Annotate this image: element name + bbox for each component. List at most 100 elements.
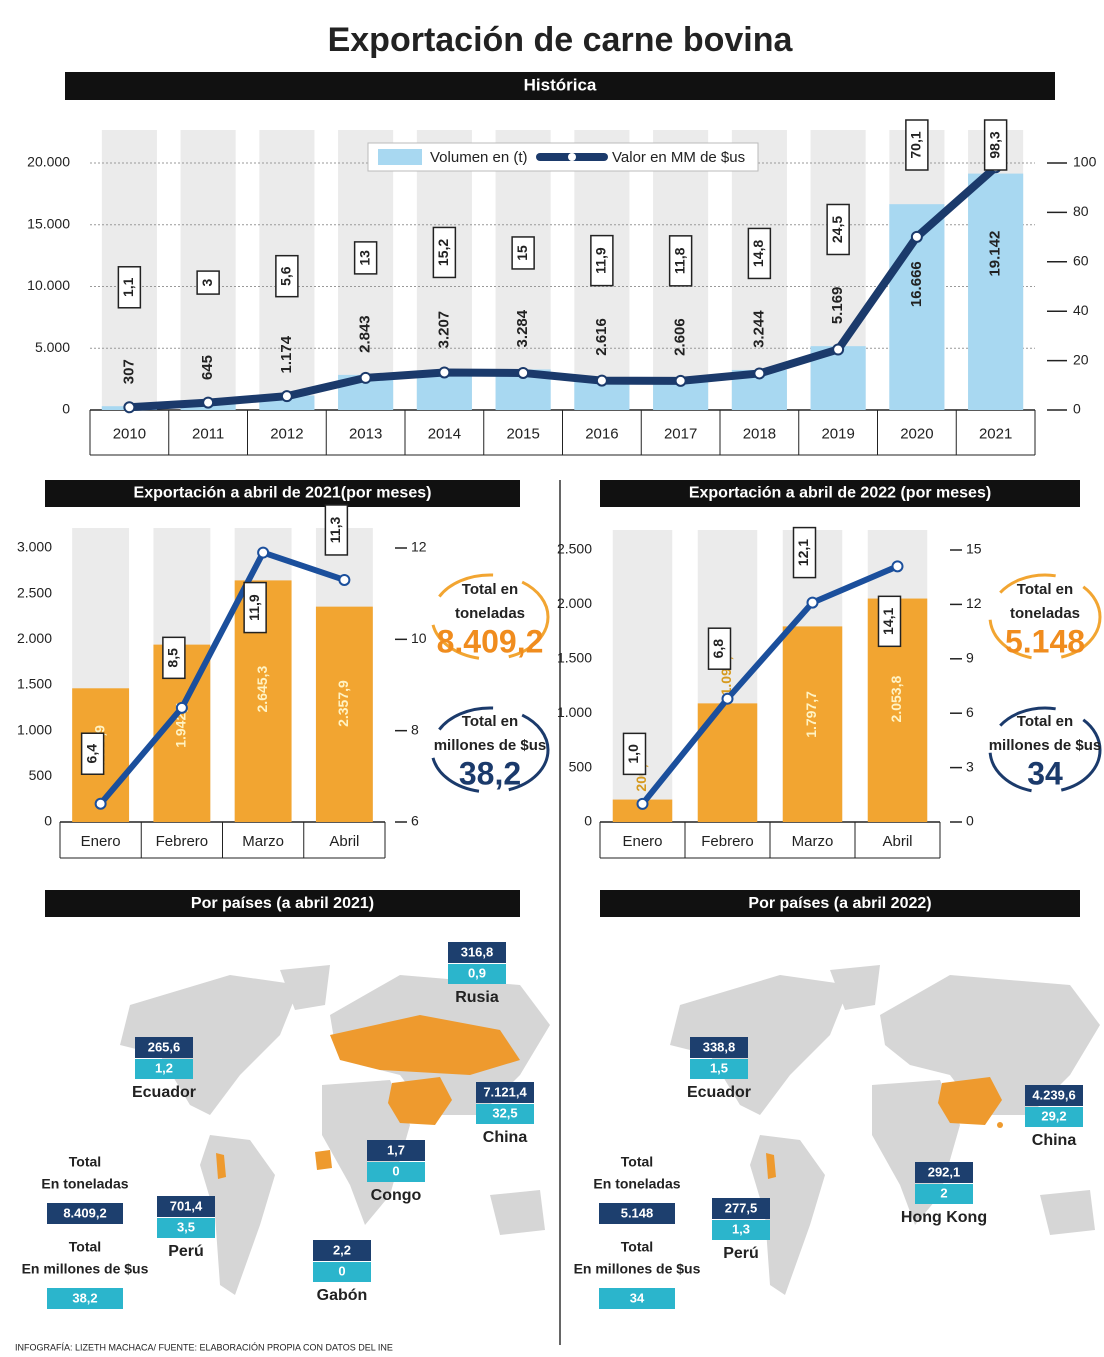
total-label: toneladas	[455, 605, 525, 622]
column-bg	[180, 130, 236, 410]
line-value-label: 12,1	[795, 539, 811, 566]
x-tick-label: 2018	[743, 425, 776, 442]
country-tons: 701,4	[170, 1198, 203, 1213]
map-header	[45, 890, 520, 917]
bar	[782, 626, 843, 822]
bar-value-label: 2.606	[672, 318, 689, 356]
bar	[968, 173, 1024, 410]
line-marker	[891, 560, 904, 573]
tons-box	[448, 942, 506, 963]
usd-box	[367, 1162, 425, 1182]
subtitle: Histórica	[524, 75, 597, 94]
line-value-label: 14,8	[750, 240, 766, 267]
country-tons: 1,7	[387, 1142, 405, 1157]
line-value-label: 11,8	[671, 247, 687, 274]
line-value-label: 3	[199, 278, 215, 286]
usd-box	[690, 1059, 748, 1079]
value-label-box	[707, 627, 732, 670]
line-value-label: 8,5	[165, 648, 181, 668]
bar-value-label: 19.142	[987, 231, 1004, 277]
map-total-label: En toneladas	[41, 1176, 128, 1192]
y2-tick-label: 9	[966, 650, 974, 666]
line-value-label: 6,4	[83, 744, 99, 764]
country-name: Rusia	[455, 989, 499, 1006]
country-name: Perú	[723, 1245, 759, 1262]
x-tick-label: Marzo	[242, 833, 284, 850]
map-total-box	[599, 1203, 675, 1224]
value-label-box	[162, 636, 186, 680]
total-label: Total en	[1017, 713, 1073, 730]
line-value-label: 15	[514, 245, 530, 261]
x-tick-label: 2017	[664, 425, 697, 442]
y-tick-label: 5.000	[35, 339, 70, 355]
value-label-box	[622, 732, 647, 776]
line-marker	[832, 343, 845, 356]
y-tick-label: 1.500	[17, 676, 52, 692]
chart-title: Exportación a abril de 2022 (por meses)	[689, 485, 991, 502]
y2-tick-label: 80	[1073, 203, 1089, 219]
map-total-box	[47, 1288, 123, 1309]
y-tick-label: 2.500	[17, 584, 52, 600]
country-usd: 1,5	[710, 1060, 728, 1075]
total-value: 5.148	[1005, 623, 1085, 659]
y2-tick-label: 8	[411, 721, 419, 737]
y-tick-label: 2.500	[557, 541, 592, 557]
map-total-box	[47, 1203, 123, 1224]
swoosh	[988, 706, 1102, 794]
y2-tick-label: 6	[411, 813, 419, 829]
map-total-value: 34	[630, 1290, 645, 1305]
total-label: millones de $us	[434, 737, 547, 754]
country-name: Gabón	[317, 1287, 368, 1304]
x-tick-label: 2020	[900, 425, 933, 442]
usd-box	[476, 1104, 534, 1124]
swoosh	[430, 706, 550, 794]
country-usd: 32,5	[492, 1105, 517, 1120]
value-label-box	[432, 226, 457, 279]
line-marker	[595, 374, 608, 387]
bar-value-label: 1.797,7	[803, 691, 819, 738]
country-tons: 338,8	[703, 1039, 736, 1054]
x-tick-label: 2016	[585, 425, 618, 442]
line-marker	[910, 230, 923, 243]
swoosh	[430, 573, 550, 661]
value-label-box	[196, 270, 220, 295]
line-marker	[438, 366, 451, 379]
country-name: Hong Kong	[901, 1209, 987, 1226]
y-tick-label: 15.000	[27, 215, 70, 231]
country-usd: 29,2	[1041, 1108, 1066, 1123]
value-label-box	[80, 732, 105, 775]
total-value: 38,2	[459, 755, 521, 791]
y-tick-label: 3.000	[17, 539, 52, 555]
line-marker	[280, 390, 293, 403]
line-marker	[338, 573, 351, 586]
y-tick-label: 0	[584, 813, 592, 829]
line-value-label: 6,8	[710, 639, 726, 659]
map-total-label: En millones de $us	[22, 1261, 149, 1277]
total-value: 8.409,2	[437, 623, 544, 659]
map-total-label: Total	[69, 1239, 101, 1255]
x-tick-label: Enero	[81, 833, 121, 850]
value-label-box	[243, 581, 267, 634]
legend-label: Valor en MM de $us	[612, 149, 745, 166]
value-label-box	[117, 266, 142, 309]
y-tick-label: 2.000	[557, 595, 592, 611]
y2-tick-label: 6	[966, 704, 974, 720]
country-usd: 0	[338, 1263, 345, 1278]
line-marker	[674, 374, 687, 387]
value-line	[98, 549, 346, 806]
usd-box	[1025, 1107, 1083, 1127]
usd-box	[712, 1220, 770, 1240]
value-line	[640, 563, 899, 806]
value-label-box	[275, 254, 299, 298]
value-label-box	[792, 526, 817, 579]
swoosh	[988, 573, 1102, 661]
country-tons: 7.121,4	[483, 1084, 527, 1099]
bar-value-label: 2.357,9	[335, 680, 351, 727]
y-tick-label: 500	[569, 758, 593, 774]
value-label-box	[747, 227, 772, 280]
value-label-box	[353, 241, 378, 275]
line-marker	[517, 366, 530, 379]
value-label-box	[905, 119, 929, 171]
total-label: Total en	[462, 581, 518, 598]
